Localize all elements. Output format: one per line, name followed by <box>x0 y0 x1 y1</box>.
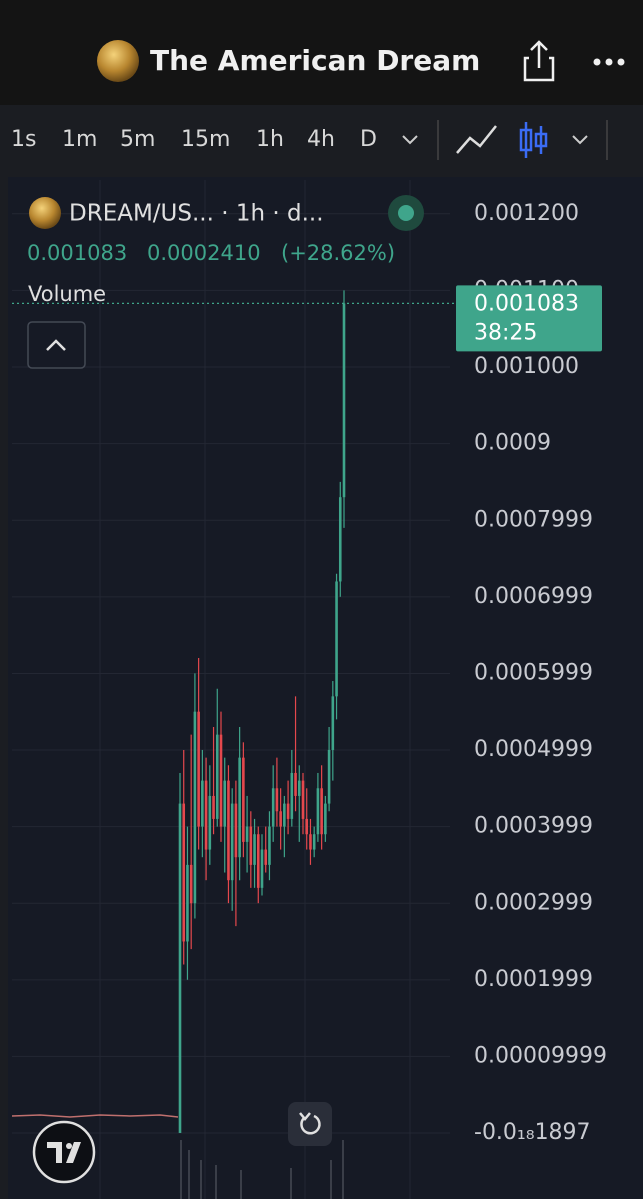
y-tick-label: 0.0004999 <box>474 737 593 762</box>
more-button[interactable] <box>593 58 625 66</box>
collapse-button[interactable] <box>27 321 86 369</box>
candle-body <box>260 849 264 888</box>
line-chart-button[interactable] <box>456 125 497 154</box>
tradingview-logo[interactable] <box>32 1120 96 1184</box>
y-tick-label: 0.0003999 <box>474 814 593 839</box>
y-tick-label: 0.0005999 <box>474 660 593 685</box>
coin-icon <box>97 40 139 82</box>
interval-button[interactable]: 1s <box>11 127 36 152</box>
candle-body <box>301 780 305 819</box>
header-title: The American Dream <box>150 44 480 77</box>
volume-bars <box>180 1140 344 1199</box>
candle-chart-button[interactable] <box>519 122 548 158</box>
interval-button[interactable]: 4h <box>307 127 335 152</box>
change: 0.0002410 <box>147 241 261 265</box>
interval-button[interactable]: 1m <box>62 127 97 152</box>
candle-body <box>297 780 301 796</box>
candle-body <box>201 780 204 827</box>
candle-body <box>305 818 309 835</box>
candle-body <box>283 803 286 827</box>
candle-body <box>327 749 331 804</box>
candle-body <box>312 834 316 850</box>
candle-body <box>208 795 212 850</box>
candle-body <box>271 788 275 827</box>
interval-button[interactable]: 15m <box>181 127 230 152</box>
left-edge <box>0 177 8 1199</box>
reset-button[interactable] <box>288 1102 332 1146</box>
symbol-icon <box>29 197 61 229</box>
candle-body <box>331 696 335 750</box>
candle-body <box>242 757 245 842</box>
candle-body <box>324 803 327 835</box>
price-label: 0.001083 <box>474 291 579 316</box>
flat-history <box>11 1114 179 1118</box>
interval-button[interactable]: 5m <box>120 127 155 152</box>
y-tick-label: 0.001200 <box>474 201 579 226</box>
y-tick-label: 0.0001999 <box>474 967 593 992</box>
y-tick-label: 0.0002999 <box>474 890 593 915</box>
y-tick-label: -0.0₁₈1897 <box>474 1120 591 1145</box>
y-tick-label: 0.001000 <box>474 354 579 379</box>
share-button[interactable] <box>523 40 555 82</box>
candle-body <box>309 834 312 850</box>
legend-volume: Volume <box>28 282 106 306</box>
candle-body <box>294 772 297 796</box>
candle-body <box>264 849 268 865</box>
chart-type-dropdown[interactable] <box>572 135 588 145</box>
candle-body <box>338 497 342 582</box>
y-tick-label: 0.0007999 <box>474 507 593 532</box>
last-price: 0.001083 <box>27 241 127 265</box>
candle-body <box>275 788 279 812</box>
y-tick-label: 0.00009999 <box>474 1043 607 1068</box>
candle-body <box>197 711 200 827</box>
price-label-bg <box>456 285 602 352</box>
candle-body <box>320 788 323 835</box>
candle-body <box>256 834 260 888</box>
y-tick-label: 0.0006999 <box>474 584 593 609</box>
candle-body <box>212 795 215 819</box>
status-dot <box>398 205 414 221</box>
candle-body <box>193 711 197 904</box>
interval-button[interactable]: D <box>360 127 377 152</box>
symbol: DREAM/US... · 1h · d... <box>69 201 324 227</box>
candle-body <box>238 757 241 858</box>
candle-body <box>230 803 234 881</box>
candle-body <box>253 834 256 865</box>
candle-body <box>245 826 249 842</box>
candle-body <box>286 803 290 819</box>
candle-body <box>219 734 223 827</box>
candle-body <box>249 826 253 865</box>
candle-body <box>186 864 189 942</box>
candle-body <box>215 734 219 819</box>
candle-body <box>279 811 282 827</box>
candle-body <box>335 581 338 697</box>
candle-body <box>223 780 227 827</box>
interval-button[interactable]: 1h <box>256 127 284 152</box>
candle-body <box>227 780 230 881</box>
candle-body <box>316 788 320 835</box>
interval-dropdown[interactable] <box>402 135 418 145</box>
candle-body <box>234 803 238 858</box>
candle-body <box>178 803 182 1133</box>
candle-body <box>342 303 346 498</box>
candle-body <box>290 772 294 819</box>
candle-body <box>204 780 208 850</box>
candle-body <box>189 864 193 904</box>
candle-body <box>268 826 271 865</box>
countdown: 38:25 <box>474 320 537 345</box>
y-tick-label: 0.0009 <box>474 431 551 456</box>
candle-body <box>182 803 186 942</box>
change-pct: (+28.62%) <box>281 241 395 265</box>
